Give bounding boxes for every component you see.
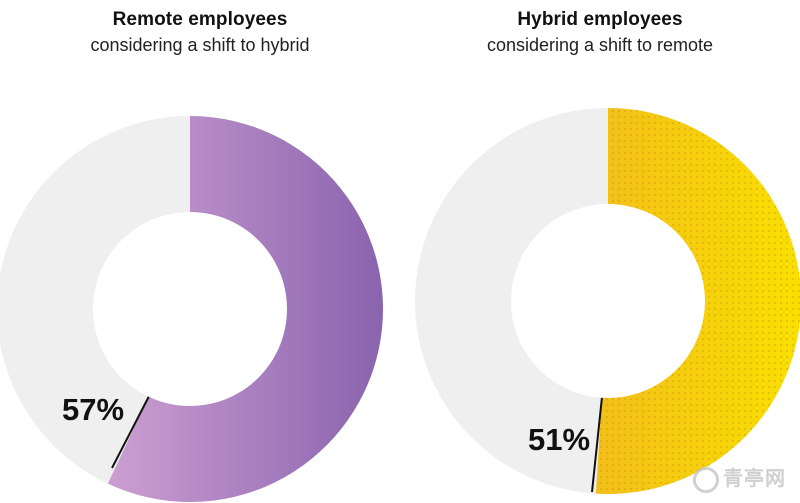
percent-label: 57% <box>62 392 124 427</box>
watermark: 青亭网 <box>693 462 786 493</box>
chart-title: Remote employees <box>112 9 288 30</box>
donut-remote: 57% <box>0 116 384 503</box>
chart-subtitle: considering a shift to remote <box>486 35 714 55</box>
donut-value-slice <box>107 116 384 503</box>
callout-line <box>111 396 150 469</box>
chart-title: Hybrid employees <box>517 9 683 30</box>
chart-subtitle: considering a shift to hybrid <box>90 35 310 55</box>
watermark-logo-icon <box>693 467 719 493</box>
donut-value-texture <box>595 108 800 494</box>
donut-hybrid: 51% <box>415 108 800 494</box>
chart-remote: Remote employees considering a shift to … <box>0 9 384 503</box>
callout-line <box>591 397 603 493</box>
chart-hybrid: Hybrid employees considering a shift to … <box>400 0 800 503</box>
watermark-text: 青亭网 <box>723 468 786 491</box>
percent-label: 51% <box>528 422 590 457</box>
